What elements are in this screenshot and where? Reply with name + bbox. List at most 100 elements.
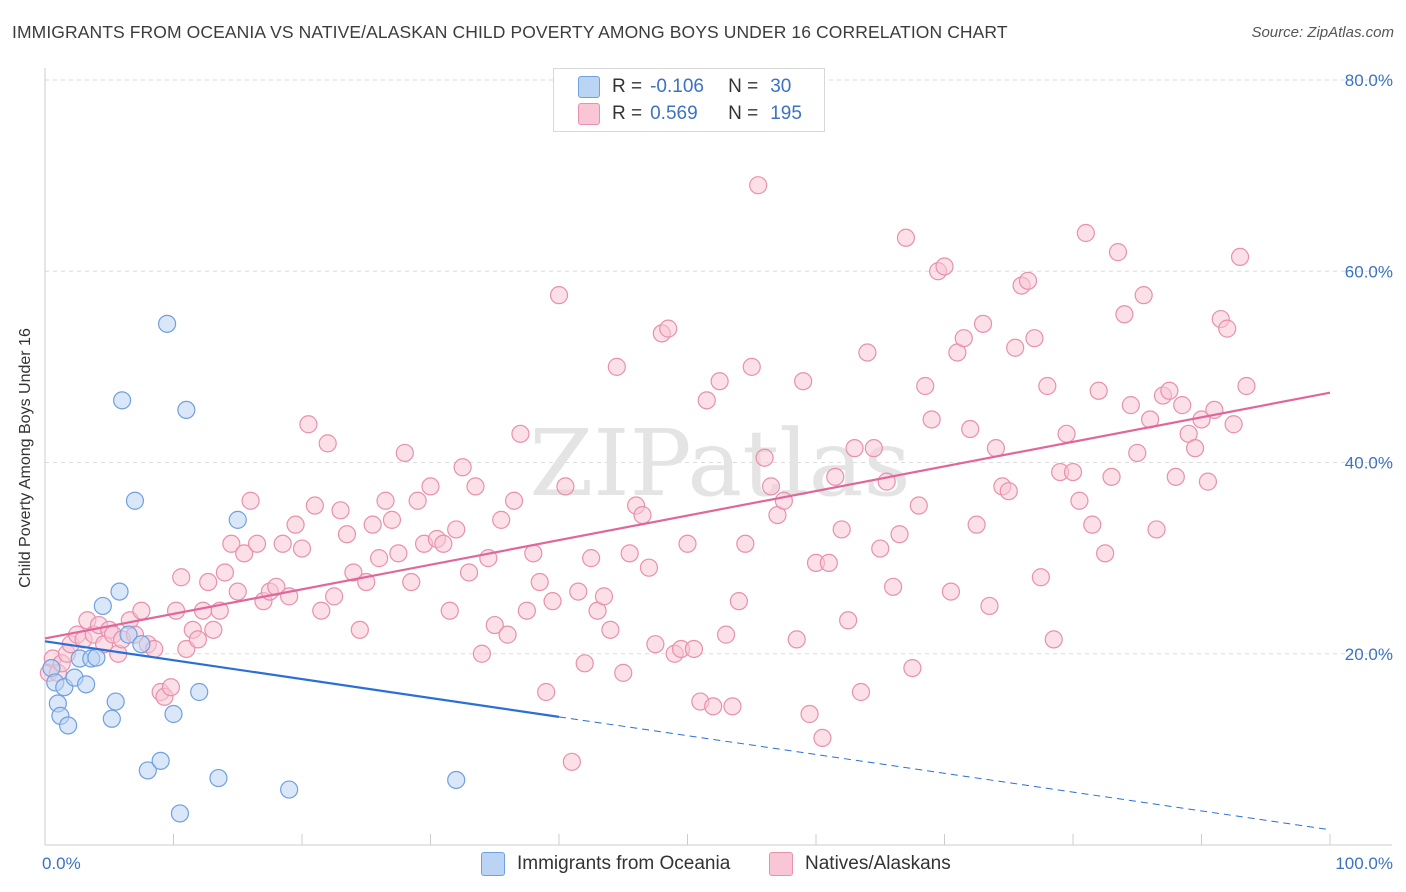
data-point-natives <box>1237 376 1256 396</box>
data-point-natives <box>633 505 652 525</box>
data-point-natives <box>736 534 755 553</box>
data-point-natives <box>941 582 961 601</box>
data-point-natives <box>241 491 260 510</box>
data-point-natives <box>710 372 729 391</box>
data-point-natives <box>1115 305 1134 324</box>
data-point-natives <box>575 654 594 673</box>
data-point-natives <box>826 467 845 486</box>
data-point-natives <box>1121 396 1140 415</box>
data-point-natives <box>601 620 620 639</box>
data-point-natives <box>498 625 517 644</box>
data-point-natives <box>1076 223 1095 243</box>
legend-label-natives: Natives/Alaskans <box>805 853 951 874</box>
data-point-natives <box>607 357 626 376</box>
data-point-natives <box>440 601 459 620</box>
data-point-natives <box>434 534 453 553</box>
data-point-oceania <box>138 761 157 780</box>
data-point-natives <box>1224 415 1243 434</box>
data-point-natives <box>961 419 980 439</box>
trend-line-oceania-extension <box>558 716 1331 831</box>
data-point-oceania <box>106 692 125 711</box>
data-point-natives <box>299 415 318 434</box>
data-point-natives <box>1096 544 1115 563</box>
data-point-oceania <box>59 716 78 735</box>
data-point-natives <box>318 434 337 453</box>
data-point-natives <box>858 343 877 362</box>
data-point-natives <box>1160 381 1179 400</box>
data-point-natives <box>222 534 241 553</box>
data-point-natives <box>466 477 485 496</box>
legend-label-oceania: Immigrants from Oceania <box>517 853 731 874</box>
data-point-natives <box>1025 329 1044 348</box>
data-point-natives <box>569 582 588 601</box>
data-point-natives <box>890 525 909 544</box>
data-point-natives <box>215 563 234 582</box>
trend-line-natives <box>44 391 1331 640</box>
data-point-natives <box>1218 319 1237 338</box>
data-point-natives <box>517 601 536 620</box>
data-point-natives <box>273 534 292 553</box>
data-point-natives <box>954 329 973 348</box>
data-point-natives <box>774 491 793 510</box>
data-point-natives <box>161 678 181 697</box>
y-tick-label: 60.0% <box>1345 262 1393 281</box>
data-point-oceania <box>209 768 228 788</box>
data-point-natives <box>1128 443 1147 463</box>
data-point-natives <box>504 491 524 510</box>
data-point-natives <box>582 549 601 568</box>
tick-labels: 20.0% 40.0% 60.0% 80.0% 0.0% 100.0% <box>42 71 1393 873</box>
data-point-natives <box>864 439 883 458</box>
data-point-natives <box>562 752 581 771</box>
data-point-natives <box>132 601 151 620</box>
y-tick-label: 40.0% <box>1345 454 1393 473</box>
data-point-natives <box>1070 491 1089 510</box>
data-point-natives <box>350 620 369 639</box>
data-point-oceania <box>119 625 138 644</box>
data-point-natives <box>1083 515 1102 534</box>
axes <box>44 68 1392 846</box>
data-point-natives <box>851 682 871 702</box>
data-point-oceania <box>77 675 96 694</box>
data-point-natives <box>794 372 813 391</box>
data-point-oceania <box>110 582 129 601</box>
data-point-natives <box>199 572 218 592</box>
data-point-natives <box>620 544 639 563</box>
data-point-natives <box>530 572 549 592</box>
data-point-natives <box>235 544 254 563</box>
data-point-natives <box>543 592 562 611</box>
grid-lines <box>45 79 1392 655</box>
data-point-natives <box>1230 247 1250 267</box>
data-point-natives <box>999 482 1018 501</box>
data-point-natives <box>749 176 768 195</box>
legend-item-natives[interactable]: Natives/Alaskans <box>769 852 951 876</box>
data-point-natives <box>1102 467 1121 486</box>
data-point-natives <box>813 728 832 748</box>
data-point-natives <box>1173 396 1192 415</box>
x-tick-label: 100.0% <box>1335 854 1393 873</box>
data-point-natives <box>312 601 331 620</box>
data-point-natives <box>980 596 999 616</box>
data-point-natives <box>331 501 350 520</box>
trend-line-oceania <box>44 640 560 718</box>
data-point-natives <box>447 520 466 539</box>
data-point-natives <box>453 458 472 477</box>
data-point-oceania <box>170 804 190 823</box>
data-point-natives <box>292 539 312 558</box>
data-point-natives <box>639 558 659 577</box>
data-point-natives <box>1057 424 1076 443</box>
legend-item-oceania[interactable]: Immigrants from Oceania <box>481 852 730 876</box>
data-point-natives <box>646 635 665 654</box>
data-point-oceania <box>151 751 170 770</box>
legend-n-value-natives: 195 <box>770 103 802 124</box>
data-point-natives <box>492 510 511 529</box>
data-point-natives <box>716 625 736 644</box>
data-point-natives <box>247 534 267 553</box>
data-point-natives <box>421 477 440 496</box>
legend-swatch-oceania <box>578 76 600 98</box>
legend-row-natives: R = 0.569 N = 195 <box>578 101 802 127</box>
trend-lines <box>44 391 1331 831</box>
legend-swatch-natives <box>578 103 600 125</box>
data-point-oceania <box>190 682 209 702</box>
data-point-natives <box>395 443 414 463</box>
data-point-natives <box>1038 376 1057 396</box>
